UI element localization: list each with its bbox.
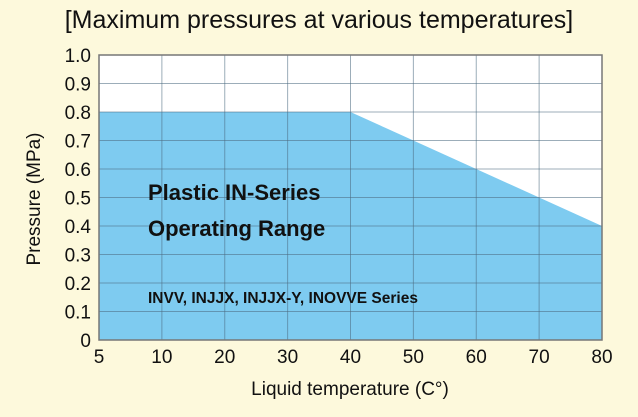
y-axis-label: Pressure (MPa) (24, 132, 45, 265)
y-tick-label: 0.3 (65, 246, 91, 267)
range-label-line1: Plastic IN-Series (148, 180, 320, 205)
x-tick-label: 5 (94, 347, 105, 368)
x-tick-label: 70 (529, 347, 550, 368)
y-tick-label: 0.4 (65, 217, 92, 238)
y-tick-label: 0.2 (65, 274, 91, 295)
x-tick-label: 40 (340, 347, 361, 368)
plot-frame (98, 54, 603, 341)
y-tick-label: 0.8 (65, 103, 91, 124)
range-label-line2: Operating Range (148, 216, 325, 241)
x-tick-label: 60 (466, 347, 487, 368)
y-tick-label: 0.7 (65, 132, 91, 153)
y-tick-label: 0.6 (65, 160, 91, 181)
x-tick-label: 50 (403, 347, 424, 368)
chart-title: [Maximum pressures at various temperatur… (64, 6, 574, 34)
x-tick-label: 20 (214, 347, 235, 368)
x-tick-label: 30 (277, 347, 298, 368)
x-axis-label: Liquid temperature (C°) (251, 379, 449, 400)
y-tick-label: 0.1 (65, 303, 91, 324)
x-tick-label: 80 (591, 347, 612, 368)
grid (99, 55, 602, 340)
x-tick-label: 10 (151, 347, 172, 368)
y-tick-label: 0.5 (65, 189, 91, 210)
series-note: INVV, INJJX, INJJX-Y, INOVVE Series (148, 290, 418, 307)
y-tick-labels: 0 0.1 0.2 0.3 0.4 0.5 0.6 0.7 0.8 0.9 1.0 (65, 46, 92, 352)
x-tick-labels: 5 10 20 30 40 50 60 70 80 (94, 347, 613, 368)
y-tick-label: 0.9 (65, 75, 91, 96)
y-tick-label: 0 (80, 331, 91, 352)
y-tick-label: 1.0 (65, 46, 91, 67)
